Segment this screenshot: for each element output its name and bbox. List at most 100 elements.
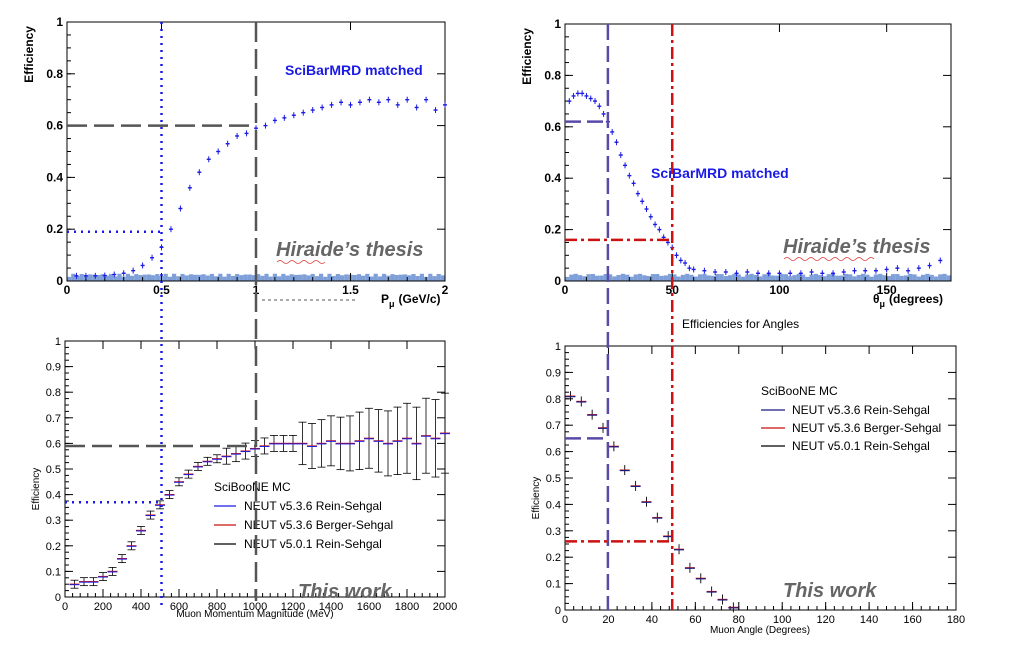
background-hist-bin <box>104 275 109 281</box>
data-point <box>906 267 911 274</box>
background-hist-bin <box>629 276 634 281</box>
data-point <box>635 190 640 197</box>
background-hist-bin <box>942 273 947 281</box>
data-point <box>706 586 717 597</box>
data-point <box>916 265 921 272</box>
background-hist-bin <box>369 276 374 281</box>
y-tick-label: 0.6 <box>46 119 63 133</box>
data-point <box>593 98 598 105</box>
background-hist-bin <box>100 274 105 281</box>
data-point <box>443 101 447 108</box>
data-point <box>79 577 89 587</box>
data-point <box>402 402 412 474</box>
background-hist-bin <box>436 273 441 281</box>
background-hist-bin <box>775 275 780 281</box>
data-point <box>713 269 718 276</box>
y-tick-label: 0.5 <box>46 464 61 476</box>
background-hist-bin <box>172 273 177 281</box>
y-tick-label: 0.8 <box>46 67 63 81</box>
background-hist-bin <box>685 273 690 281</box>
background-hist-bin <box>71 273 76 281</box>
data-point <box>150 254 155 261</box>
background-hist-bin <box>886 276 891 281</box>
background-hist-bin <box>285 275 290 281</box>
background-hist-bin <box>839 275 844 281</box>
x-tick-label: 800 <box>208 601 226 613</box>
data-point <box>316 419 327 468</box>
data-point <box>820 270 825 277</box>
background-hist-bin <box>650 274 656 281</box>
data-point <box>221 447 232 465</box>
background-hist-bin <box>693 276 698 281</box>
background-hist-bin <box>407 275 412 281</box>
x-tick-label: 1800 <box>395 601 419 613</box>
legend-entry: NEUT v5.0.1 Rein-Sehgal <box>792 439 930 453</box>
background-hist-bin <box>929 274 934 281</box>
data-point <box>798 270 803 277</box>
background-hist-bin <box>79 273 84 281</box>
background-hist-bin <box>676 276 681 281</box>
x-tick-label: 1000 <box>243 601 267 613</box>
background-hist-bin <box>163 273 168 281</box>
data-point <box>691 266 696 273</box>
data-point <box>440 392 450 474</box>
data-point <box>357 99 362 106</box>
background-hist-bin <box>88 274 93 281</box>
data-point <box>884 266 889 273</box>
x-axis-label: Muon Momentum Magnitude (MeV) <box>176 609 333 620</box>
annotation-label: SciBarMRD matched <box>285 62 423 78</box>
data-point <box>411 406 422 481</box>
background-hist-bin <box>398 274 403 281</box>
background-hist-bin <box>361 275 366 281</box>
data-point <box>766 270 771 277</box>
data-point <box>588 95 593 102</box>
background-hist-bin <box>620 273 626 281</box>
background-hist-bin <box>184 275 189 281</box>
background-hist-bin <box>599 275 604 281</box>
background-hist-bin <box>745 274 750 281</box>
background-hist-bin <box>779 273 784 281</box>
legend-title: SciBooNE MC <box>214 480 291 494</box>
panel-angle-thesis: 0 0.2 0.4 0.6 0.8 1 0 50 100 150 Efficiency SciBarM… <box>520 17 952 309</box>
data-point <box>424 96 429 103</box>
data-point <box>717 594 728 605</box>
background-hist-bin <box>419 273 424 281</box>
background-hist-bin <box>758 276 763 281</box>
background-hist-bin <box>251 275 256 281</box>
background-hist-bin <box>96 274 101 281</box>
background-hist-bin <box>800 274 806 281</box>
background-hist-bin <box>214 276 219 281</box>
background-hist-bin <box>663 275 668 281</box>
background-hist-bin <box>689 274 694 281</box>
panel-momentum-this-work: 0 0.1 0.2 0.3 0.4 0.5 0.6 0.7 0.8 0.9 1 0 200 400 600 8… <box>31 336 457 620</box>
background-hist-bin <box>264 273 269 281</box>
data-point <box>376 99 381 106</box>
x-axis-label: Pμ (GeV/c) <box>381 292 441 309</box>
x-tick-label: 100 <box>773 614 791 626</box>
data-point <box>652 512 663 523</box>
background-hist-bin <box>856 274 861 281</box>
x-tick-label: 400 <box>132 601 150 613</box>
background-hist-bin <box>706 275 711 281</box>
background-hist-bin <box>582 276 587 281</box>
data-point <box>863 267 868 274</box>
background-hist-bin <box>247 274 252 281</box>
data-point <box>326 415 336 467</box>
y-tick-label: 0.5 <box>546 473 561 485</box>
data-point <box>202 456 213 466</box>
background-hist-bin <box>75 276 80 281</box>
x-tick-label: 0 <box>62 601 68 613</box>
panel-title: Efficiencies for Angles <box>682 317 799 331</box>
annotation-label: SciBarMRD matched <box>651 165 789 181</box>
background-hist-bin <box>710 275 716 281</box>
data-point <box>678 257 683 264</box>
background-hist-bin <box>878 273 883 281</box>
background-hist-bin <box>702 273 707 281</box>
background-hist-bin <box>766 273 771 281</box>
data-point <box>433 107 438 114</box>
x-tick-label: 1200 <box>281 601 305 613</box>
data-point <box>623 162 628 169</box>
background-hist-bin <box>411 273 416 281</box>
y-axis-label: Efficiency <box>31 468 42 511</box>
background-hist-bin <box>569 274 574 281</box>
